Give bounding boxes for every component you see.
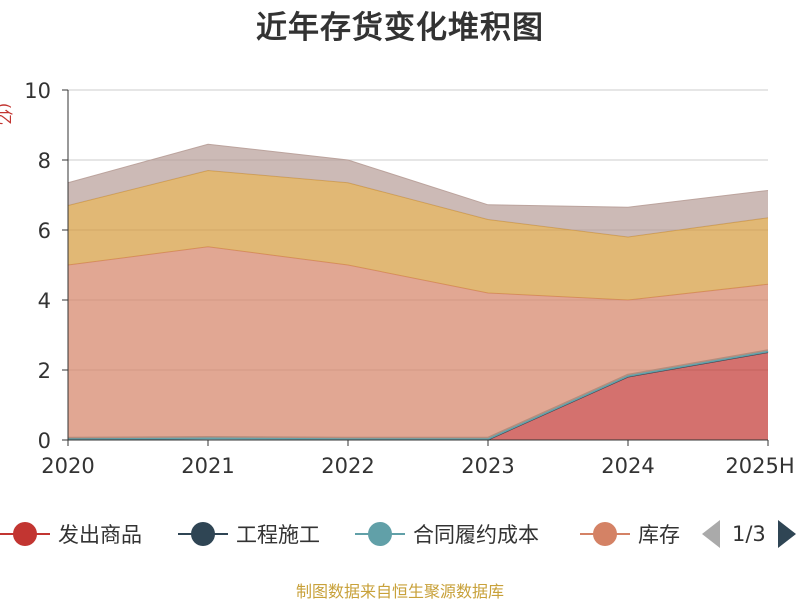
- data-source-note: 制图数据来自恒生聚源数据库: [295, 582, 504, 601]
- y-tick-label: 8: [38, 149, 51, 173]
- area-4: [68, 170, 768, 300]
- y-tick-label: 6: [38, 219, 51, 243]
- legend: 发出商品 工程施工 合同履约成本 库存 1/3: [0, 516, 800, 552]
- y-tick-label: 10: [24, 79, 51, 103]
- legend-label: 库存: [638, 523, 680, 547]
- x-tick-label: 2024: [601, 454, 654, 478]
- x-tick-label: 2021: [181, 454, 234, 478]
- x-tick-label: 2025H: [725, 454, 794, 478]
- area-series: [67, 143, 769, 441]
- chart-title: 近年存货变化堆积图: [256, 10, 544, 46]
- legend-swatch: [580, 516, 630, 552]
- legend-item-contract-cost[interactable]: 合同履约成本: [355, 516, 539, 552]
- legend-item-shipped-goods[interactable]: 发出商品: [0, 516, 142, 552]
- y-tick-label: 0: [38, 429, 51, 453]
- legend-item-construction[interactable]: 工程施工: [178, 516, 320, 552]
- x-tick-label: 2020: [41, 454, 94, 478]
- y-tick-label: 2: [38, 359, 51, 383]
- area-5: [68, 144, 768, 237]
- legend-label: 工程施工: [236, 523, 320, 547]
- next-page-icon[interactable]: [777, 520, 796, 548]
- prev-page-icon[interactable]: [702, 520, 720, 548]
- stacked-area-chart: 0 2 4 6 8 10 2020 2021 2022 2023 2024 2025H: [24, 79, 794, 478]
- series-line-5: [67, 143, 769, 208]
- x-tick-label: 2023: [461, 454, 514, 478]
- area-3: [68, 246, 768, 439]
- legend-swatch: [178, 516, 228, 552]
- legend-label: 合同履约成本: [413, 523, 539, 547]
- legend-swatch: [0, 516, 50, 552]
- area-0: [68, 352, 768, 440]
- axes: 0 2 4 6 8 10 2020 2021 2022 2023 2024 2025H: [24, 79, 794, 478]
- x-tick-label: 2022: [321, 454, 374, 478]
- legend-page-indicator: 1/3: [732, 522, 766, 546]
- legend-swatch: [355, 516, 405, 552]
- legend-item-inventory[interactable]: 库存: [580, 516, 680, 552]
- legend-pager: 1/3: [702, 516, 796, 552]
- legend-label: 发出商品: [58, 523, 142, 547]
- y-tick-label: 4: [38, 289, 51, 313]
